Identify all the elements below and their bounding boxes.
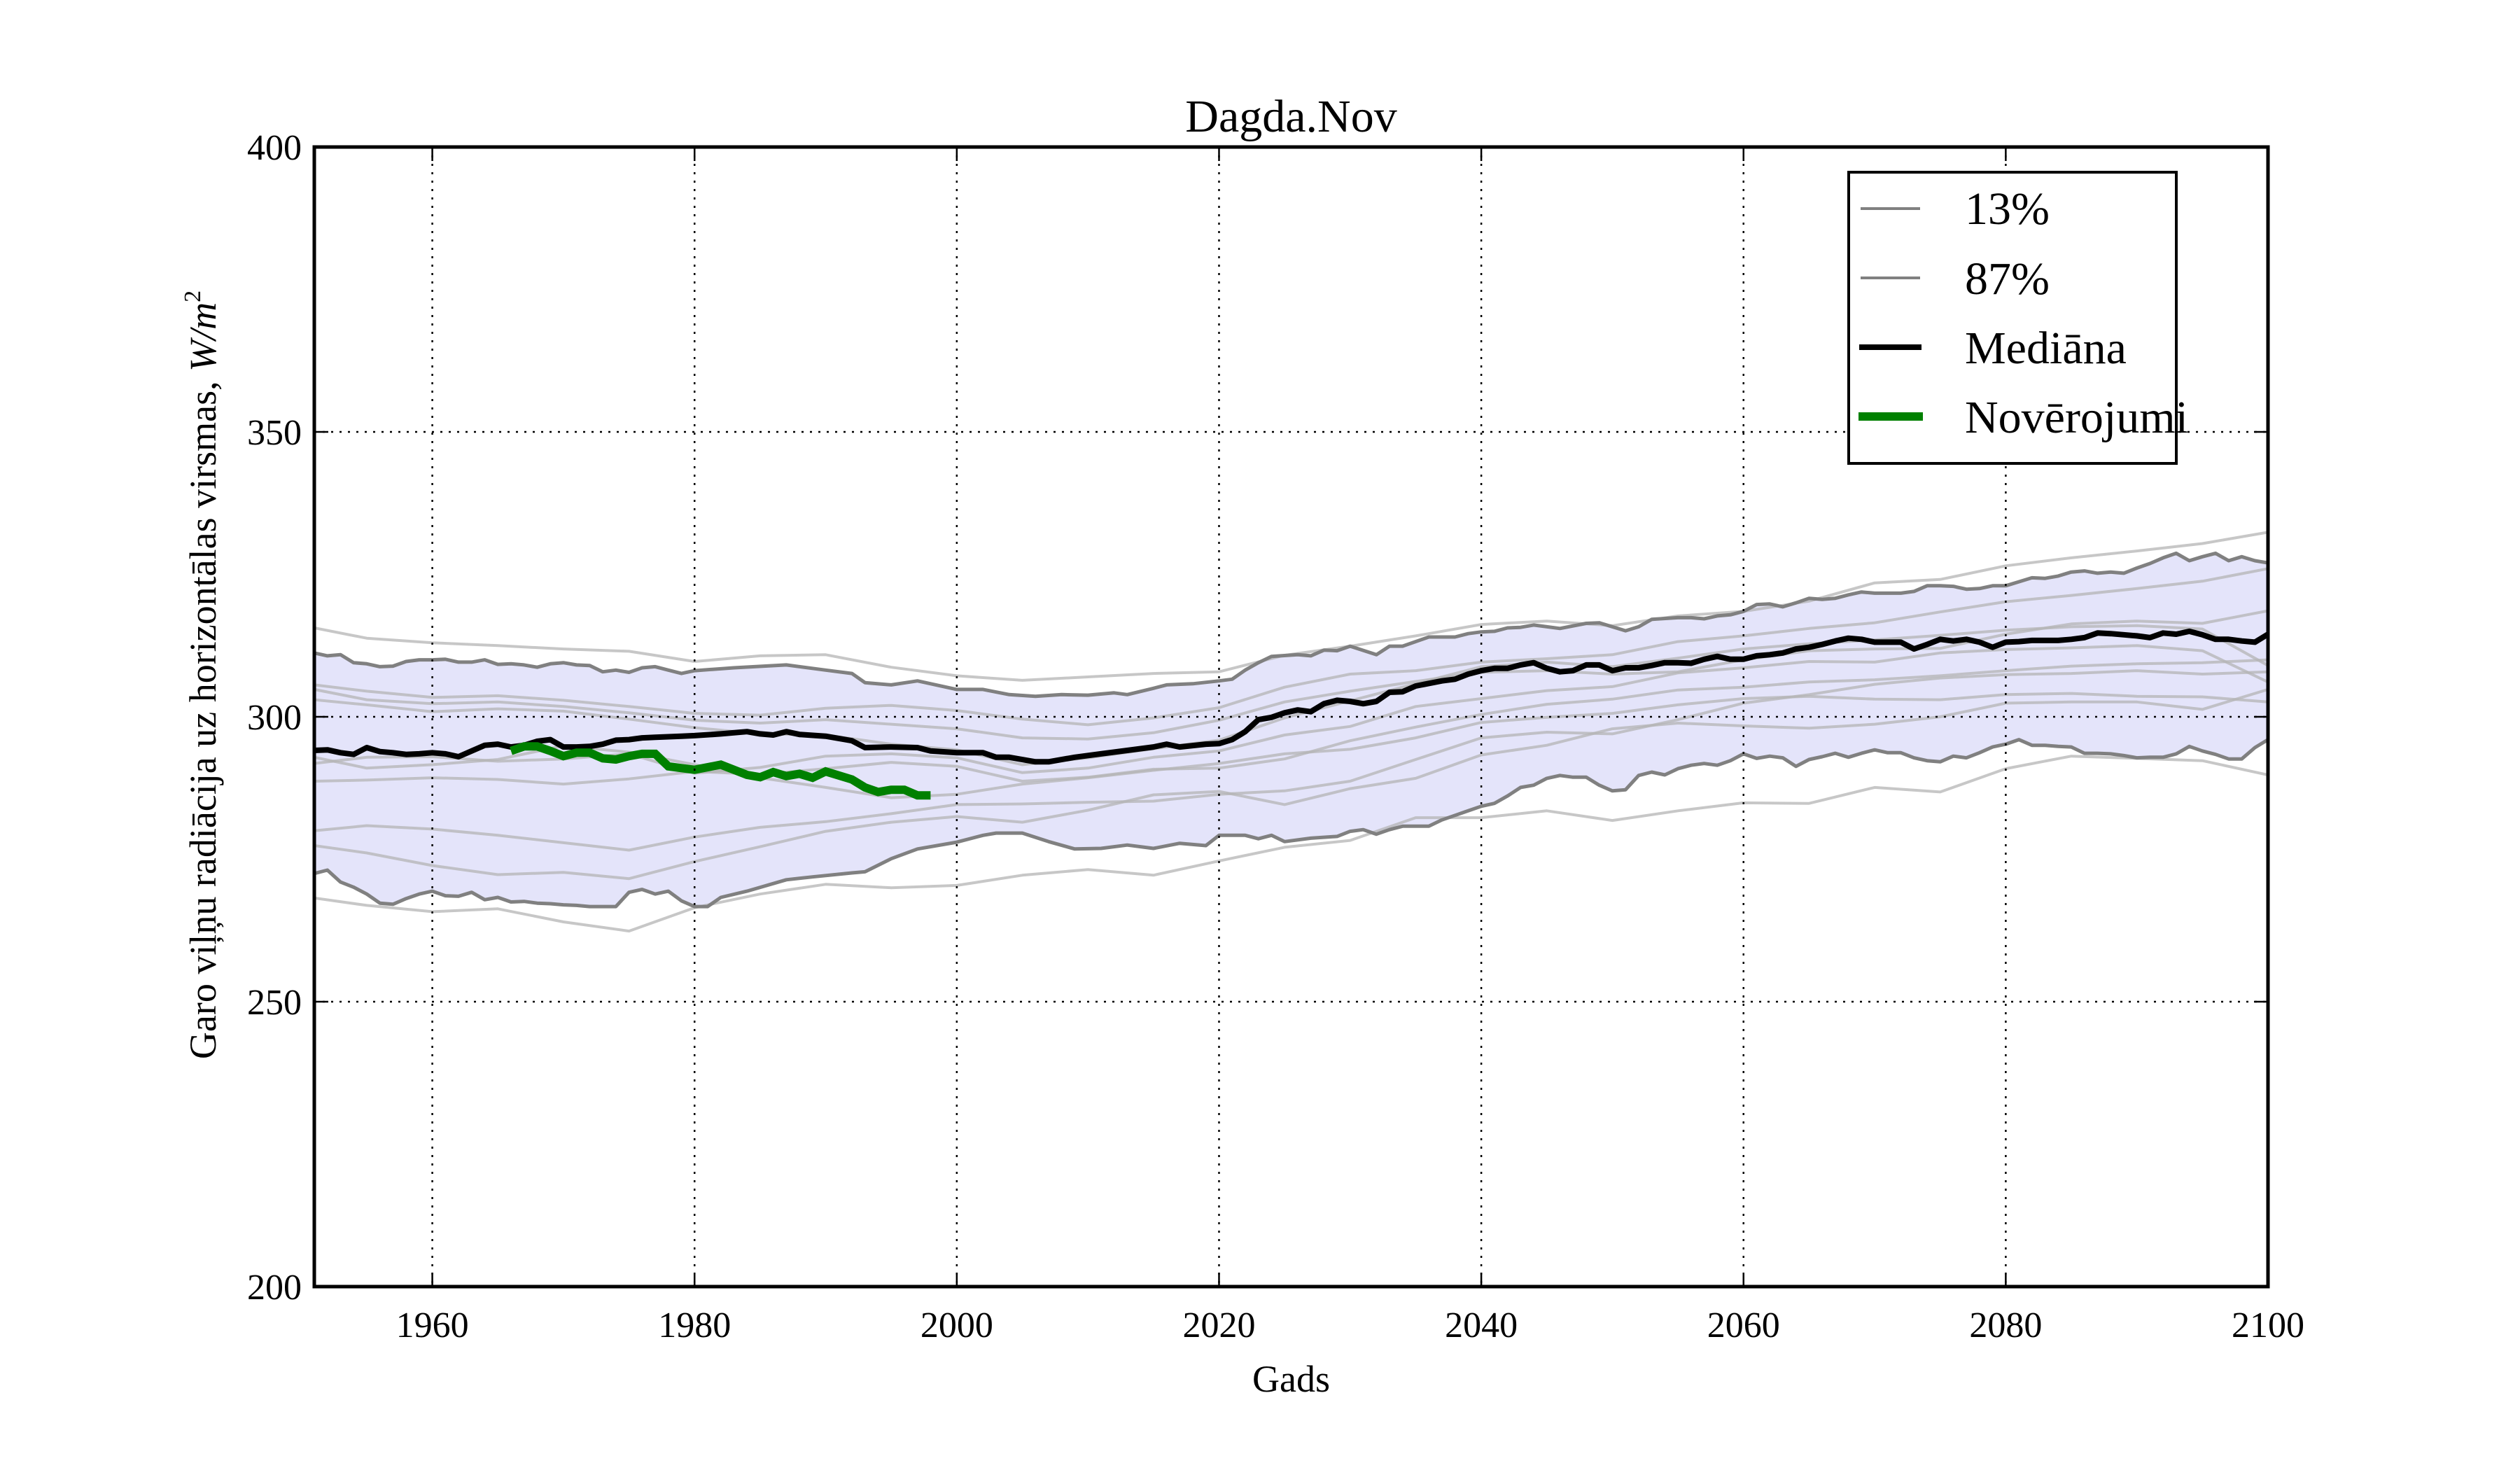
ensemble-member-line-9	[314, 687, 2268, 881]
y-tick-label: 350	[247, 413, 302, 453]
ticks: 1960 1980 2000 2020 2040 2060 2080 2100 200 250 30…	[247, 128, 2304, 1345]
x-tick-label: 1980	[658, 1306, 731, 1345]
ensemble-member-line-7	[314, 658, 2268, 786]
y-axis-label-unit-superscript: 2	[180, 290, 206, 302]
legend-label-13pct: 13%	[1965, 183, 2050, 234]
x-tick-label: 2000	[920, 1306, 993, 1345]
ensemble-member-line-2	[314, 755, 2268, 933]
x-axis-label: Gads	[1252, 1358, 1330, 1400]
ensemble-member-line-5	[314, 624, 2268, 766]
ensemble-member-line-8	[314, 669, 2268, 852]
ensemble-member-line-4	[314, 609, 2268, 741]
x-tick-label: 2060	[1707, 1306, 1780, 1345]
legend-label-observations: Novērojumi	[1965, 392, 2188, 443]
x-tick-label: 1960	[396, 1306, 469, 1345]
grid	[314, 147, 2268, 1287]
plot-area	[314, 531, 2268, 933]
x-tick-label: 2080	[1969, 1306, 2042, 1345]
percentile-13-line	[314, 738, 2268, 909]
percentile-band-fill	[314, 553, 2268, 907]
axes-frame	[312, 145, 2270, 1289]
chart-title: Dagda.Nov	[1185, 91, 1396, 142]
median-line	[314, 628, 2268, 765]
legend-label-87pct: 87%	[1965, 253, 2050, 304]
y-axis-label-text: Garo viļņu radiācija uz horizontālas vir…	[182, 372, 224, 1059]
legend: 13% 87% Mediāna Novērojumi	[1847, 171, 2188, 465]
y-axis-label-unit: W/m	[182, 302, 224, 372]
x-tick-label: 2040	[1445, 1306, 1518, 1345]
y-tick-label: 200	[247, 1268, 302, 1308]
x-tick-label: 2100	[2232, 1306, 2304, 1345]
ensemble-member-line-3	[314, 567, 2268, 727]
y-tick-label: 250	[247, 983, 302, 1023]
y-tick-label: 400	[247, 128, 302, 168]
observations-line	[510, 742, 931, 800]
y-tick-label: 300	[247, 698, 302, 738]
x-tick-label: 2020	[1182, 1306, 1255, 1345]
legend-label-median: Mediāna	[1965, 323, 2127, 374]
y-axis-label: Garo viļņu radiācija uz horizontālas vir…	[180, 290, 224, 1059]
